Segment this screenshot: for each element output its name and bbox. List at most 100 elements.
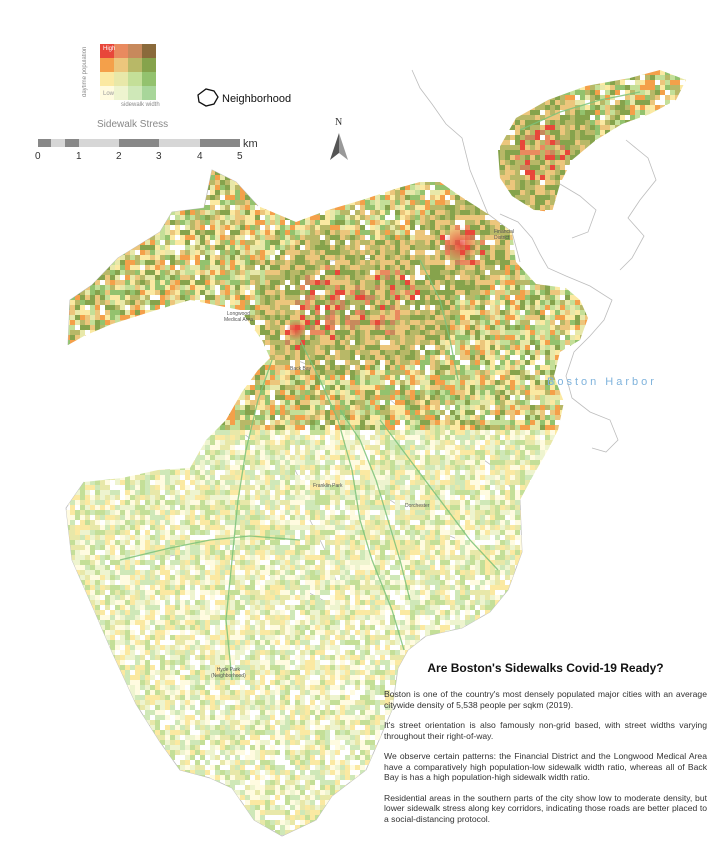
density-cell [265, 190, 270, 195]
density-cell [295, 175, 300, 180]
density-cell [585, 190, 590, 195]
density-cell [185, 105, 190, 110]
density-cell [505, 110, 510, 115]
density-cell [475, 155, 480, 160]
density-cell [105, 170, 110, 175]
density-cell [410, 185, 415, 190]
density-cell [325, 265, 330, 270]
density-cell [650, 260, 655, 265]
density-cell [220, 115, 225, 120]
density-cell [630, 180, 635, 185]
density-cell [665, 195, 670, 200]
density-cell [420, 200, 425, 205]
density-cell [385, 90, 390, 95]
density-cell [605, 180, 610, 185]
density-cell [660, 65, 665, 70]
density-cell [535, 255, 540, 260]
density-cell [240, 255, 245, 260]
density-cell [475, 265, 480, 270]
density-cell [470, 120, 475, 125]
density-cell [265, 110, 270, 115]
density-cell [95, 235, 100, 240]
density-cell [360, 100, 365, 105]
density-cell [260, 240, 265, 245]
density-cell [220, 265, 225, 270]
density-cell [540, 80, 545, 85]
density-cell [195, 120, 200, 125]
density-cell [570, 205, 575, 210]
density-cell [165, 110, 170, 115]
density-cell [195, 115, 200, 120]
density-cell [295, 195, 300, 200]
density-cell [655, 150, 660, 155]
density-cell [620, 160, 625, 165]
density-cell [650, 85, 655, 90]
density-cell [245, 65, 250, 70]
density-cell [415, 240, 420, 245]
density-cell [510, 115, 515, 120]
density-cell [235, 190, 240, 195]
density-cell [600, 175, 605, 180]
density-cell [80, 250, 85, 255]
density-cell [270, 185, 275, 190]
density-cell [225, 215, 230, 220]
density-cell [345, 75, 350, 80]
density-cell [195, 105, 200, 110]
density-cell [350, 265, 355, 270]
density-cell [200, 245, 205, 250]
density-cell [690, 170, 695, 175]
density-cell [480, 270, 485, 275]
density-cell [135, 150, 140, 155]
density-cell [410, 215, 415, 220]
density-cell [85, 250, 90, 255]
density-cell [670, 110, 675, 115]
density-cell [355, 125, 360, 130]
density-cell [610, 245, 615, 250]
density-cell [535, 270, 540, 275]
density-cell [200, 75, 205, 80]
density-cell [130, 175, 135, 180]
density-cell [200, 225, 205, 230]
density-cell [320, 265, 325, 270]
density-cell [165, 185, 170, 190]
density-cell [560, 155, 565, 160]
density-cell [505, 235, 510, 240]
density-cell [625, 155, 630, 160]
density-cell [600, 180, 605, 185]
density-cell [590, 85, 595, 90]
density-cell [520, 100, 525, 105]
density-cell [305, 65, 310, 70]
density-cell [475, 270, 480, 275]
density-cell [230, 165, 235, 170]
density-cell [400, 175, 405, 180]
density-cell [285, 185, 290, 190]
density-cell [370, 95, 375, 100]
density-cell [435, 225, 440, 230]
density-cell [60, 245, 65, 250]
density-cell [610, 130, 615, 135]
density-cell [165, 65, 170, 70]
density-cell [340, 235, 345, 240]
density-cell [370, 140, 375, 145]
density-cell [510, 125, 515, 130]
density-cell [440, 250, 445, 255]
density-cell [140, 205, 145, 210]
density-cell [110, 215, 115, 220]
density-cell [220, 205, 225, 210]
density-cell [650, 250, 655, 255]
density-cell [580, 165, 585, 170]
density-cell [160, 235, 165, 240]
density-cell [500, 85, 505, 90]
density-cell [275, 150, 280, 155]
density-cell [515, 235, 520, 240]
density-cell [310, 245, 315, 250]
density-cell [480, 190, 485, 195]
density-cell [260, 135, 265, 140]
density-cell [305, 215, 310, 220]
density-cell [670, 260, 675, 265]
density-cell [80, 185, 85, 190]
density-cell [595, 180, 600, 185]
density-cell [655, 115, 660, 120]
density-cell [405, 260, 410, 265]
density-cell [390, 170, 395, 175]
